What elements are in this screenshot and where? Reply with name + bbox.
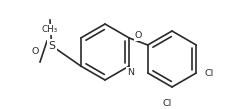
Text: N: N [127,67,134,77]
Text: Cl: Cl [162,99,172,108]
Text: CH₃: CH₃ [42,25,58,34]
Text: O: O [135,31,142,40]
Text: S: S [49,41,55,51]
Text: O: O [31,47,39,56]
Text: Cl: Cl [204,68,214,77]
